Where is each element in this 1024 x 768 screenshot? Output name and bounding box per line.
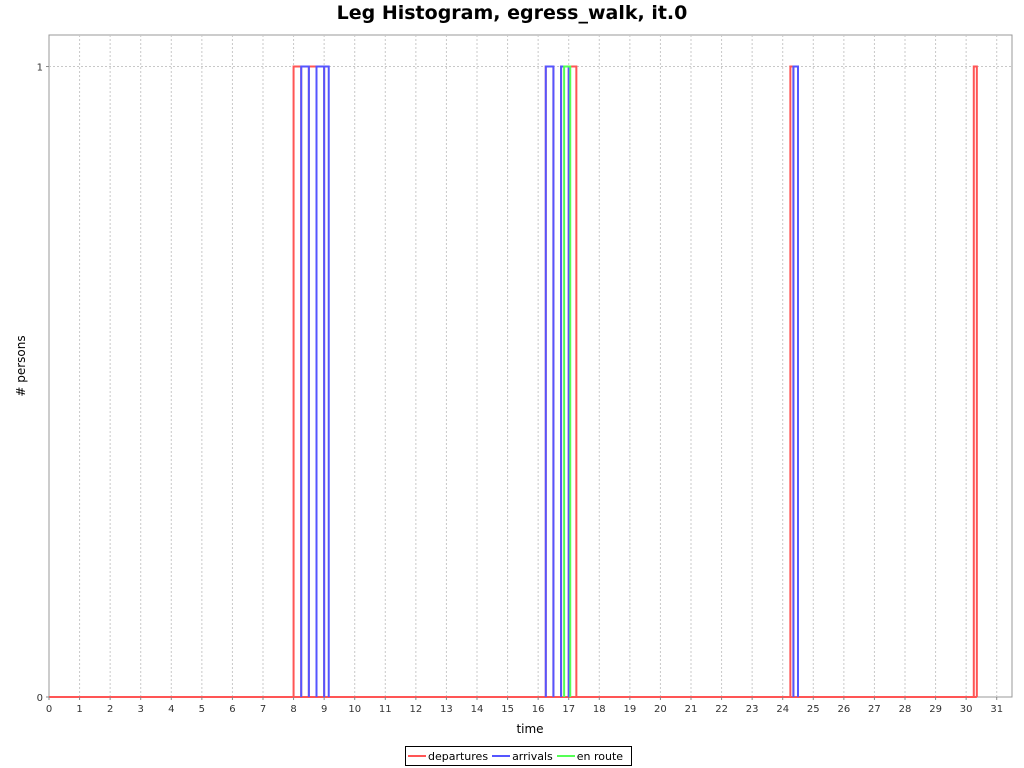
x-tick-label: 29 — [929, 704, 942, 715]
x-tick-label: 31 — [990, 704, 1003, 715]
y-axis-label: # persons — [14, 335, 28, 396]
legend-swatch — [492, 755, 511, 757]
x-tick-label: 5 — [199, 704, 205, 715]
x-axis-label: time — [516, 722, 543, 736]
x-tick-label: 26 — [837, 704, 850, 715]
legend-swatch — [556, 755, 575, 757]
legend-label: arrivals — [512, 749, 553, 763]
chart-title: Leg Histogram, egress_walk, it.0 — [336, 2, 688, 24]
x-tick-label: 15 — [501, 704, 514, 715]
x-tick-label: 12 — [409, 704, 422, 715]
x-tick-label: 2 — [107, 704, 113, 715]
x-tick-label: 10 — [348, 704, 361, 715]
x-tick-label: 11 — [379, 704, 392, 715]
legend-item: departures — [408, 750, 488, 763]
x-tick-label: 20 — [654, 704, 667, 715]
legend-label: en route — [576, 749, 624, 763]
y-tick-label: 0 — [37, 693, 43, 704]
x-tick-label: 24 — [776, 704, 789, 715]
x-tick-label: 17 — [562, 704, 575, 715]
x-tick-label: 27 — [868, 704, 881, 715]
x-tick-label: 1 — [76, 704, 82, 715]
x-tick-label: 22 — [715, 704, 728, 715]
legend-item: en route — [556, 749, 624, 763]
x-tick-label: 21 — [685, 704, 698, 715]
x-tick-label: 18 — [593, 704, 606, 715]
x-tick-label: 9 — [321, 704, 327, 715]
series-lines — [49, 65, 978, 698]
grid-lines — [49, 35, 1012, 697]
x-tick-label: 25 — [807, 704, 820, 715]
x-tick-label: 23 — [746, 704, 759, 715]
x-tick-label: 30 — [960, 704, 973, 715]
x-tick-label: 3 — [138, 704, 144, 715]
series-line-en-route — [563, 65, 572, 697]
plot-background — [48, 34, 1013, 698]
legend-label: departures — [428, 749, 489, 763]
x-tick-label: 6 — [229, 704, 235, 715]
x-tick-label: 19 — [623, 704, 636, 715]
x-tick-label: 4 — [168, 704, 174, 715]
x-tick-label: 13 — [440, 704, 453, 715]
axes: 0 1 2 3 4 5 6 7 8 9 10 11 12 13 14 15 16 17 18 19 20 21 22 23 24… — [37, 63, 1003, 715]
series-line-arrivals — [300, 65, 799, 697]
x-tick-label: 7 — [260, 704, 266, 715]
x-tick-label: 14 — [471, 704, 484, 715]
legend-item: arrivals — [492, 750, 553, 763]
x-tick-label: 0 — [46, 704, 52, 715]
x-tick-label: 16 — [532, 704, 545, 715]
legend-swatch — [408, 755, 426, 757]
legend: departures arrivals en route — [405, 746, 633, 766]
x-tick-label: 28 — [899, 704, 912, 715]
y-tick-label: 1 — [37, 63, 43, 74]
x-tick-label: 8 — [290, 704, 296, 715]
